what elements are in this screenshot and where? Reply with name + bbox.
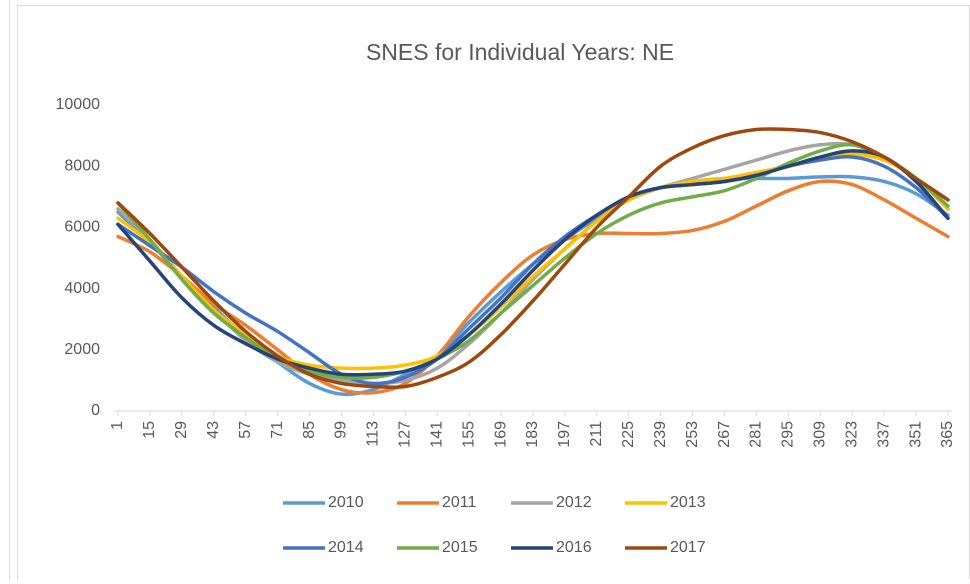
- x-tick-label: 365: [939, 421, 956, 448]
- y-tick-label: 10000: [56, 96, 101, 113]
- series-line: [116, 142, 950, 380]
- x-tick-label: 253: [684, 421, 701, 448]
- x-tick-label: 281: [748, 421, 765, 448]
- x-tick-label: 113: [365, 421, 382, 447]
- x-tick-label: 267: [716, 421, 733, 448]
- y-tick-label: 0: [91, 402, 100, 419]
- legend-label: 2010: [328, 494, 364, 511]
- x-tick-label: 183: [524, 421, 541, 448]
- legend-label: 2011: [442, 494, 477, 511]
- x-tick-label: 57: [237, 421, 254, 439]
- legend-label: 2013: [670, 494, 706, 511]
- x-tick-label: 295: [780, 421, 797, 448]
- x-tick-label: 225: [620, 421, 637, 448]
- x-tick-label: 351: [907, 421, 924, 448]
- x-tick-label: 211: [588, 421, 605, 447]
- x-tick-label: 99: [333, 421, 350, 439]
- series-line: [116, 155, 950, 386]
- x-tick-label: 29: [173, 421, 190, 439]
- x-tick-label: 1: [109, 421, 126, 430]
- x-tick-label: 43: [205, 421, 222, 439]
- x-tick-label: 337: [875, 421, 892, 448]
- x-tick-label: 15: [141, 421, 158, 439]
- legend-label: 2017: [670, 539, 706, 556]
- series-line: [116, 127, 950, 390]
- y-tick-label: 6000: [64, 219, 100, 236]
- y-tick-label: 2000: [64, 341, 100, 358]
- x-tick-label: 141: [428, 421, 445, 448]
- x-tick-label: 239: [652, 421, 669, 448]
- x-tick-label: 169: [492, 421, 509, 448]
- x-tick-label: 197: [556, 421, 573, 448]
- x-tick-label: 155: [460, 421, 477, 448]
- legend-label: 2015: [442, 539, 478, 556]
- x-tick-label: 71: [269, 421, 286, 439]
- chart-title: SNES for Individual Years: NE: [366, 39, 674, 65]
- legend-label: 2012: [556, 494, 592, 511]
- series-line: [116, 149, 950, 377]
- x-tick-label: 85: [301, 421, 318, 439]
- legend-label: 2014: [328, 539, 364, 556]
- y-tick-label: 4000: [64, 280, 100, 297]
- x-tick-label: 323: [843, 421, 860, 448]
- legend-label: 2016: [556, 539, 592, 556]
- x-tick-label: 309: [812, 421, 829, 448]
- y-tick-label: 8000: [64, 157, 100, 174]
- series-line: [116, 179, 950, 395]
- x-tick-label: 127: [397, 421, 414, 448]
